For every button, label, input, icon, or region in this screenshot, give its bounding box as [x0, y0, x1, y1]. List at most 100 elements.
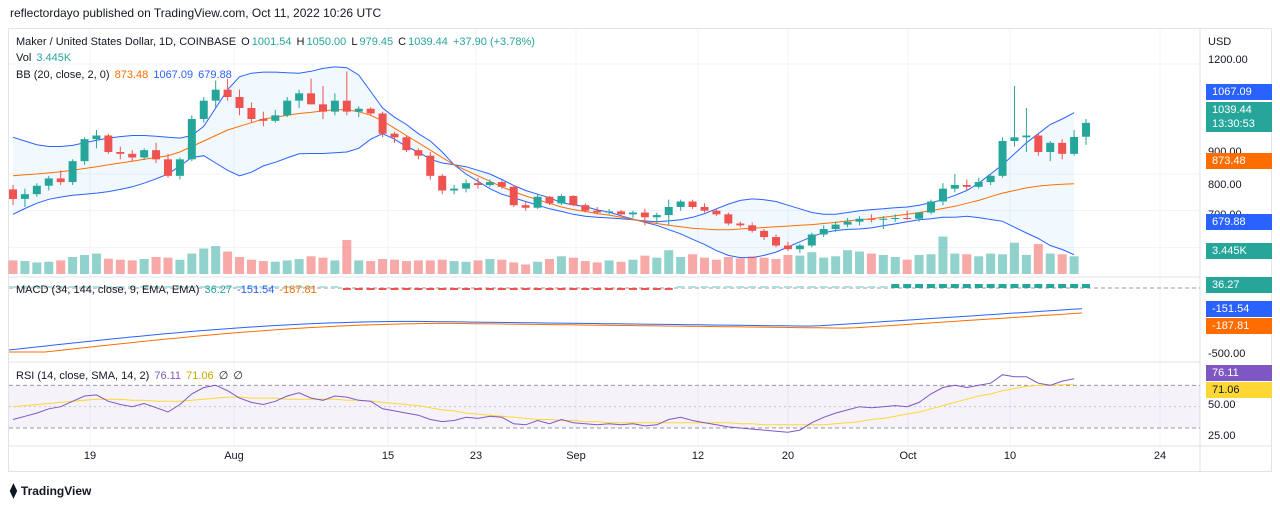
bb-label[interactable]: BB (20, close, 2, 0)	[16, 69, 110, 81]
macd-hist-bar	[92, 286, 101, 288]
open-value: 1001.54	[251, 36, 292, 48]
macd-hist-bar	[20, 286, 29, 288]
time-tick: Oct	[899, 450, 917, 462]
candle-body	[307, 93, 316, 105]
candle-body	[831, 224, 840, 229]
volume-bar	[652, 257, 662, 274]
macd-hist-bar	[68, 286, 77, 288]
candle-body	[867, 218, 876, 220]
volume-bar	[986, 253, 996, 274]
macd-hist-bar	[772, 286, 781, 288]
volume-bar	[199, 248, 209, 274]
rsi-tick-25: 25.00	[1208, 430, 1236, 442]
volume-bar	[473, 260, 483, 274]
candle-body	[68, 161, 77, 183]
macd-hist-bar	[438, 288, 447, 290]
brand-name: TradingView	[20, 483, 92, 498]
rsi-ma-tag: 71.06	[1206, 382, 1272, 398]
candle-body	[140, 150, 149, 158]
macd-hist-bar	[509, 288, 518, 290]
volume-bar	[866, 253, 876, 274]
macd-hist-bar	[1010, 284, 1019, 288]
time-tick: 24	[1153, 450, 1167, 462]
volume-bar	[616, 261, 626, 274]
price-tick-800: 800.00	[1208, 179, 1242, 191]
volume-bar	[568, 257, 578, 274]
volume-bar	[1069, 256, 1079, 274]
macd-signal-value: -187.81	[279, 284, 317, 296]
macd-hist-bar	[56, 286, 65, 288]
macd-hist-bar	[628, 288, 637, 290]
bb-basis-value: 873.48	[114, 69, 149, 81]
macd-hist-bar	[116, 286, 125, 288]
volume-bar	[998, 254, 1008, 274]
macd-hist-bar	[307, 286, 316, 288]
rsi-legend: RSI (14, close, SMA, 14, 2) 76.11 71.06 …	[16, 369, 245, 382]
volume-bar	[819, 257, 829, 274]
tradingview-logo[interactable]: ⧫ TradingView	[10, 482, 91, 499]
candle-body	[724, 214, 733, 224]
symbol-name[interactable]: Maker / United States Dollar, 1D, COINBA…	[16, 36, 237, 48]
volume-bar	[318, 257, 328, 274]
macd-hist-bar	[855, 286, 864, 288]
rsi-empty-1: ∅	[218, 370, 229, 382]
candle-body	[318, 104, 327, 112]
volume-legend: Vol 3.445K	[16, 52, 73, 64]
macd-hist-bar	[617, 288, 626, 290]
macd-hist-bar	[473, 288, 482, 290]
macd-hist-bar	[938, 284, 947, 288]
volume-bar	[306, 256, 316, 274]
macd-hist-bar	[700, 286, 709, 288]
time-tick: 12	[691, 450, 705, 462]
volume-bar	[890, 257, 900, 274]
low-label: L	[351, 36, 358, 48]
time-tick: Aug	[224, 450, 244, 462]
macd-hist-bar	[414, 288, 423, 290]
volume-bar	[592, 262, 602, 274]
macd-hist-bar	[831, 286, 840, 288]
currency-label[interactable]: USD	[1208, 36, 1232, 48]
volume-bars	[8, 236, 1079, 274]
macd-hist-bar	[712, 286, 721, 288]
volume-bar	[56, 260, 66, 274]
macd-hist-bar	[605, 288, 614, 290]
candle-body	[20, 194, 29, 199]
volume-label[interactable]: Vol	[16, 52, 32, 64]
macd-hist-bar	[652, 288, 661, 290]
volume-bar	[163, 257, 173, 274]
macd-hist-bar	[390, 288, 399, 290]
macd-hist-bar	[44, 286, 53, 288]
macd-hist-bar	[1058, 284, 1067, 288]
macd-hist-bar	[128, 286, 137, 288]
volume-bar	[485, 259, 495, 274]
macd-hist-bar	[903, 284, 912, 288]
candle-body	[628, 212, 637, 215]
volume-bar	[342, 240, 352, 274]
macd-hist-bar	[426, 288, 435, 290]
candle-body	[247, 108, 256, 119]
bb-legend: BB (20, close, 2, 0) 873.48 1067.09 679.…	[16, 69, 234, 81]
volume-bar	[521, 264, 531, 274]
candle-body	[974, 182, 983, 187]
volume-bar	[580, 261, 590, 274]
volume-bar	[699, 257, 709, 274]
volume-bar	[556, 256, 566, 274]
bb-upper-tag: 1067.09	[1206, 84, 1272, 100]
time-tick: 10	[1003, 450, 1017, 462]
rsi-pane	[9, 374, 1200, 433]
volume-bar	[509, 262, 519, 274]
rsi-label[interactable]: RSI (14, close, SMA, 14, 2)	[16, 370, 150, 382]
macd-hist-bar	[974, 284, 983, 288]
rsi-tick-50: 50.00	[1208, 399, 1236, 411]
candle-body	[581, 205, 590, 211]
candle-body	[772, 237, 781, 246]
bollinger-bands	[12, 66, 1075, 259]
volume-bar	[294, 259, 304, 274]
macd-label[interactable]: MACD (34, 144, close, 9, EMA, EMA)	[16, 284, 200, 296]
volume-bar	[139, 259, 149, 274]
candle-body	[223, 89, 232, 97]
volume-tag: 3.445K	[1206, 243, 1272, 259]
candle-body	[760, 230, 769, 238]
volume-bar	[151, 257, 161, 274]
